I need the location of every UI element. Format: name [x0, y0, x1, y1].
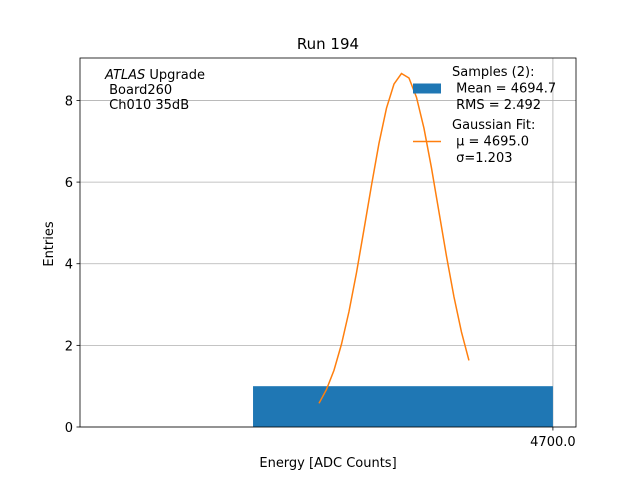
chart-title: Run 194 — [297, 35, 359, 53]
legend-label: Samples (2): Mean = 4694.7 RMS = 2.492 — [452, 65, 556, 113]
annotation-line: Board260 — [105, 83, 172, 98]
legend-label: Gaussian Fit: μ = 4695.0 σ=1.203 — [452, 118, 535, 166]
annotation-line: Ch010 35dB — [105, 98, 189, 113]
axes-frame — [79, 57, 577, 428]
annotation: ATLAS Upgrade Board260 Ch010 35dB — [104, 68, 205, 113]
annotation-line: Upgrade — [145, 68, 205, 83]
y-tick-label: 6 — [65, 176, 73, 191]
legend-label-line: RMS = 2.492 — [452, 98, 541, 113]
legend-label-line: Mean = 4694.7 — [452, 82, 556, 97]
legend-label-line: σ=1.203 — [452, 151, 512, 166]
fit-line — [318, 72, 470, 404]
y-tick-label: 0 — [65, 421, 73, 436]
y-tick-label: 8 — [65, 94, 73, 109]
histogram-bar — [253, 386, 553, 427]
legend-label-line: Samples (2): — [452, 65, 534, 80]
x-tick-label: 4700.0 — [530, 435, 576, 450]
y-tick-label: 4 — [65, 258, 73, 273]
y-tick-label: 2 — [65, 339, 73, 354]
x-axis-label: Energy [ADC Counts] — [259, 456, 396, 471]
legend-label-line: μ = 4695.0 — [452, 135, 529, 150]
legend-patch — [413, 83, 441, 94]
annotation-italic: ATLAS — [104, 68, 145, 83]
y-axis-label: Entries — [42, 221, 57, 267]
legend-label-line: Gaussian Fit: — [452, 118, 535, 133]
